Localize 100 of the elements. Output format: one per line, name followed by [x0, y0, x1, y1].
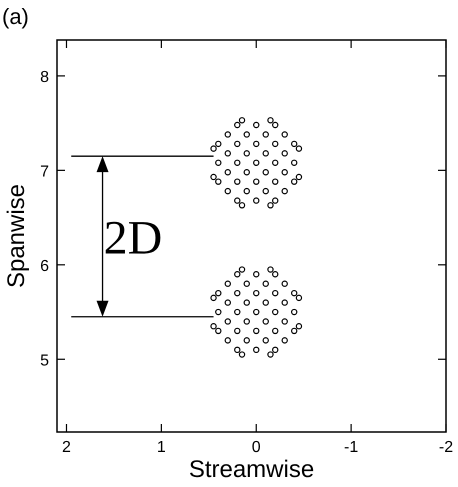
point — [215, 308, 222, 316]
point — [290, 160, 298, 166]
point — [238, 266, 246, 273]
point — [215, 328, 222, 334]
point — [224, 299, 231, 306]
point — [215, 178, 222, 185]
x-tick-label: -1 — [344, 439, 358, 456]
point — [262, 318, 269, 325]
point — [253, 160, 260, 166]
point — [224, 337, 231, 344]
point — [253, 197, 260, 204]
point — [282, 318, 288, 325]
point — [224, 169, 231, 176]
point — [282, 131, 288, 138]
x-tick-label: 1 — [156, 439, 166, 456]
point — [234, 197, 240, 204]
point — [267, 266, 274, 273]
point — [244, 280, 250, 287]
point — [282, 150, 288, 157]
point — [253, 290, 260, 296]
point — [282, 337, 288, 344]
point — [296, 323, 302, 330]
point — [210, 145, 217, 152]
point — [290, 328, 298, 334]
point — [262, 188, 269, 194]
point — [272, 140, 278, 148]
point — [234, 160, 240, 166]
point — [272, 308, 278, 316]
point — [262, 337, 269, 344]
point — [282, 188, 288, 194]
y-tick-label: 5 — [40, 352, 50, 370]
x-tick-label: 2 — [62, 439, 72, 456]
point — [210, 323, 217, 330]
point — [210, 174, 217, 180]
point — [244, 131, 250, 138]
point — [234, 122, 240, 128]
point — [244, 169, 250, 176]
point — [272, 328, 278, 334]
point — [234, 271, 240, 278]
point — [282, 280, 288, 287]
x-tick-label: -2 — [438, 439, 454, 456]
point — [290, 290, 298, 296]
point — [244, 337, 250, 344]
point — [244, 150, 250, 157]
point — [244, 318, 250, 325]
point — [234, 328, 240, 334]
point — [234, 140, 240, 148]
point — [224, 150, 231, 157]
point — [238, 117, 246, 124]
point — [282, 169, 288, 176]
point — [272, 346, 278, 354]
point — [253, 346, 260, 354]
point — [234, 178, 240, 185]
point — [253, 271, 260, 278]
x-tick-label: 0 — [252, 439, 261, 456]
annotation: 2D — [104, 211, 162, 264]
point — [296, 174, 302, 180]
point — [238, 202, 246, 208]
point — [253, 178, 260, 185]
point — [244, 299, 250, 306]
point — [272, 160, 278, 166]
point — [262, 131, 269, 138]
point — [272, 290, 278, 296]
point — [253, 308, 260, 316]
point — [267, 202, 274, 208]
point — [272, 122, 278, 128]
point — [224, 318, 231, 325]
point — [224, 280, 231, 287]
point — [262, 150, 269, 157]
point — [215, 160, 222, 166]
point — [272, 197, 278, 204]
point — [234, 308, 240, 316]
point — [210, 294, 217, 302]
point — [224, 131, 231, 138]
point — [296, 145, 302, 152]
point — [215, 290, 222, 296]
point — [262, 299, 269, 306]
point — [290, 308, 298, 316]
point — [238, 351, 246, 358]
point — [290, 178, 298, 185]
point — [253, 122, 260, 128]
y-tick-label: 7 — [40, 163, 50, 180]
point — [244, 188, 250, 194]
point — [282, 299, 288, 306]
point — [290, 140, 298, 148]
point — [234, 290, 240, 296]
point — [272, 271, 278, 278]
point — [215, 140, 222, 148]
y-tick-label: 6 — [40, 258, 50, 275]
point — [272, 178, 278, 185]
point — [267, 351, 274, 358]
y-axis-title: Spanwise — [3, 184, 30, 288]
point — [296, 294, 302, 302]
text: (a) — [2, 4, 29, 29]
point — [224, 188, 231, 194]
point — [253, 328, 260, 334]
point — [253, 140, 260, 148]
point — [262, 169, 269, 176]
point — [234, 346, 240, 354]
point — [267, 117, 274, 124]
